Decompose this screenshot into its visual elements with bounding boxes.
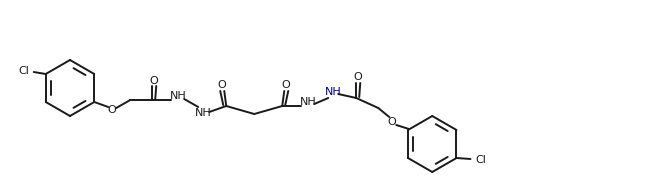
Text: O: O [150, 76, 159, 86]
Text: O: O [108, 105, 116, 115]
Text: O: O [218, 80, 226, 90]
Text: Cl: Cl [18, 66, 29, 76]
Text: O: O [282, 80, 291, 90]
Text: NH: NH [300, 97, 316, 107]
Text: Cl: Cl [475, 155, 486, 165]
Text: O: O [354, 72, 362, 82]
Text: O: O [388, 117, 397, 127]
Text: NH: NH [170, 91, 186, 101]
Text: NH: NH [325, 87, 342, 97]
Text: NH: NH [195, 108, 212, 118]
